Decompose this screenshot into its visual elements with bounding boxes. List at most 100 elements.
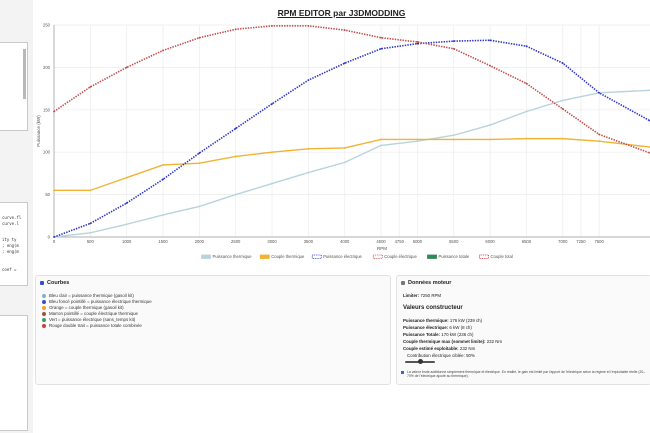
code-line: curve.fl <box>2 215 22 220</box>
code-line: coef = <box>2 267 17 272</box>
x-tick-label: 4500 <box>376 239 386 244</box>
chart-title: RPM EDITOR par J3DMODDING <box>277 8 406 18</box>
data-point <box>271 151 273 154</box>
color-dot-icon <box>42 311 46 316</box>
spec-label: Couple estimé exploitable: <box>403 346 459 351</box>
scrollbar[interactable] <box>23 49 26 99</box>
y-axis-label: Puissance (kW) <box>36 115 41 147</box>
courbe-legend-text: Orange = couple thermique (gasoil kit) <box>49 305 124 310</box>
code-line: ; eng(m <box>2 243 19 248</box>
data-point <box>307 147 310 150</box>
x-tick-label: 7250 <box>576 239 586 244</box>
data-point <box>271 102 273 105</box>
x-tick-label: 5000 <box>413 239 423 244</box>
series-line <box>54 137 650 192</box>
courbe-legend-item: Rouge double trait = puissance totale co… <box>42 323 142 328</box>
y-tick-label: 100 <box>43 150 51 155</box>
spec-value: 176 kW (239 ch) <box>449 318 483 323</box>
x-tick-label: 3000 <box>267 239 277 244</box>
spec-label: Puissance électrique: <box>403 325 449 330</box>
data-point <box>598 140 601 143</box>
color-dot-icon <box>42 323 46 328</box>
data-point <box>489 138 491 141</box>
legend-swatch <box>372 254 383 259</box>
data-point <box>525 110 528 113</box>
data-point <box>162 178 164 181</box>
courbe-legend-text: Rouge double trait = puissance totale co… <box>49 323 142 328</box>
series-line <box>53 89 650 238</box>
legend-label: Couple électrique <box>384 254 417 259</box>
data-point <box>489 39 491 42</box>
limiter-row: Limiter: 7250 RPM <box>403 293 441 298</box>
courbe-legend-item: Vert = puissance électrique (sans_temps … <box>42 317 135 322</box>
y-tick-label: 200 <box>43 65 51 70</box>
data-point <box>525 82 528 85</box>
info-note: La valeur brute additionne simplement th… <box>407 370 646 378</box>
code-line: curve.l <box>2 221 19 226</box>
data-point <box>343 161 346 164</box>
x-tick-label: 500 <box>87 239 95 244</box>
x-tick-label: 1000 <box>122 239 132 244</box>
data-point <box>234 155 237 158</box>
data-point <box>125 176 128 179</box>
data-point <box>89 222 92 225</box>
data-point <box>343 147 346 149</box>
data-point <box>89 189 92 192</box>
color-dot-icon <box>42 293 46 298</box>
data-point <box>53 110 55 113</box>
spec-row: Couple estimé exploitable: 232 Nm <box>403 346 475 351</box>
data-point <box>525 137 528 140</box>
courbe-legend-text: Bleu foncé pointillé = puissance électri… <box>49 299 152 304</box>
moteur-title: Données moteur <box>408 280 452 286</box>
spec-value: 232 Nm <box>486 339 503 344</box>
x-tick-label: 5500 <box>449 239 459 244</box>
data-point <box>561 137 564 140</box>
data-point <box>561 62 564 65</box>
data-point <box>89 231 92 234</box>
code-line: ity ty <box>2 237 17 242</box>
data-point <box>452 138 455 141</box>
data-point <box>198 36 201 39</box>
text-area-top[interactable] <box>0 42 28 131</box>
legend-swatch <box>479 254 489 259</box>
data-point <box>271 24 273 27</box>
y-tick-label: 0 <box>48 235 51 240</box>
spec-row: Puissance thermique: 176 kW (239 ch) <box>403 318 482 323</box>
data-point <box>561 99 564 102</box>
data-point <box>416 138 419 141</box>
text-area-bottom[interactable] <box>0 315 28 431</box>
legend-swatch <box>311 254 322 259</box>
chart-icon <box>40 281 44 285</box>
courbe-legend-text: Bleu clair = puissance thermique (gasoil… <box>49 293 134 298</box>
info-checkbox[interactable] <box>401 371 404 374</box>
legend-label: Couple thermique <box>271 254 305 259</box>
data-point <box>452 134 455 137</box>
data-point <box>561 108 564 110</box>
x-tick-label: 7000 <box>558 239 568 244</box>
legend-label: Puissance électrique <box>323 254 362 259</box>
code-editor[interactable]: curve.fl curve.l ity ty ; eng(m ; eng(m … <box>0 202 28 286</box>
spec-row: Puissance électrique: 6 kW (8 ch) <box>403 325 472 330</box>
contribution-slider[interactable] <box>405 359 435 364</box>
x-tick-label: 3500 <box>304 239 314 244</box>
data-point <box>416 140 419 143</box>
left-sidebar: curve.fl curve.l ity ty ; eng(m ; eng(m … <box>0 0 33 433</box>
x-tick-label: 6000 <box>485 239 495 244</box>
code-line: ; eng(m <box>2 249 19 254</box>
legend-swatch <box>427 254 437 259</box>
y-tick-label: 50 <box>45 192 50 197</box>
slider-thumb[interactable] <box>418 359 423 364</box>
color-dot-icon <box>42 299 46 304</box>
x-tick-label: 4750 <box>395 239 405 244</box>
spec-value: 170 kW (236 ch) <box>441 332 474 337</box>
data-point <box>125 66 128 69</box>
x-tick-label: 1500 <box>158 239 168 244</box>
slider-label: Contribution électrique ciblée: 50% <box>407 353 475 358</box>
constructor-title: Valeurs constructeur <box>403 305 463 311</box>
data-point <box>125 223 128 226</box>
courbe-legend-item: Bleu clair = puissance thermique (gasoil… <box>42 293 134 298</box>
data-point <box>380 36 382 39</box>
x-axis-label: RPM <box>377 246 387 251</box>
moteur-panel: Données moteur Limiter: 7250 RPM Valeurs… <box>396 275 650 385</box>
